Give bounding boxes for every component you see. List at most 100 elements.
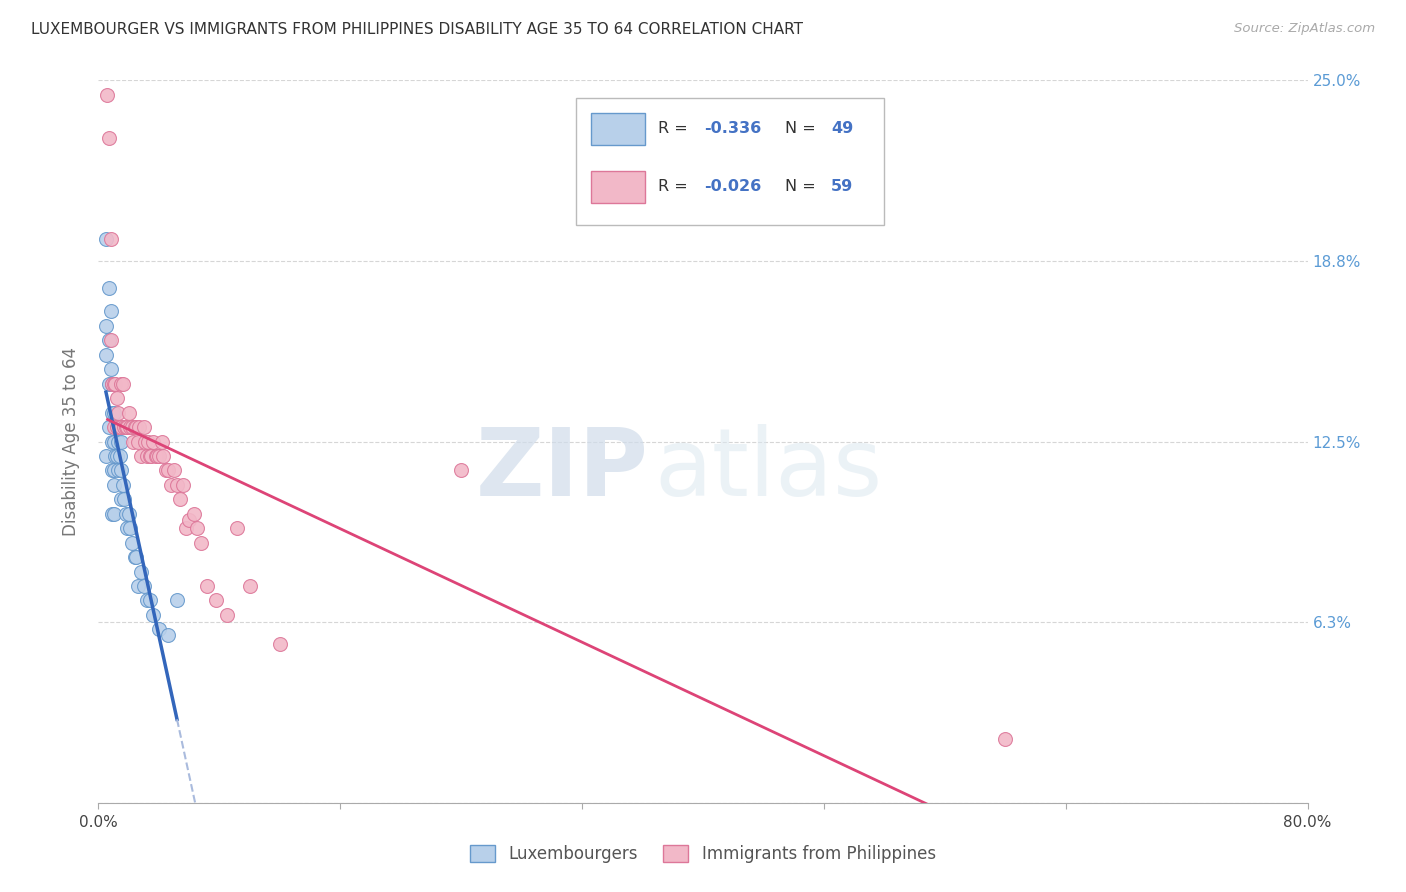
Point [183, 507, 205, 521]
Text: atlas: atlas [655, 425, 883, 516]
Point [120, 420, 142, 434]
Point [139, 593, 162, 607]
Point [101, 376, 124, 391]
Point [120, 521, 142, 535]
Point [994, 732, 1017, 747]
Point [125, 550, 148, 565]
Point [110, 420, 132, 434]
Point [128, 420, 150, 434]
Point [150, 434, 173, 449]
Point [142, 434, 165, 449]
Point [114, 507, 136, 521]
Text: 59: 59 [831, 179, 853, 194]
Point [148, 449, 170, 463]
Point [103, 507, 125, 521]
Point [142, 607, 165, 622]
Point [94, 318, 117, 333]
Y-axis label: Disability Age 35 to 64: Disability Age 35 to 64 [62, 347, 80, 536]
Point [101, 434, 124, 449]
Point [110, 492, 132, 507]
Point [135, 593, 157, 607]
Point [166, 478, 188, 492]
Point [110, 463, 132, 477]
Point [169, 492, 191, 507]
Point [103, 406, 125, 420]
Point [110, 434, 132, 449]
Point [156, 463, 179, 477]
Point [226, 521, 249, 535]
Point [125, 420, 148, 434]
Point [114, 420, 136, 434]
Point [129, 565, 152, 579]
Point [100, 304, 122, 318]
Point [118, 406, 141, 420]
Point [100, 362, 122, 376]
Point [103, 434, 125, 449]
Point [146, 449, 169, 463]
Point [215, 607, 238, 622]
Point [108, 420, 131, 434]
Point [269, 637, 291, 651]
Point [101, 507, 124, 521]
Point [155, 463, 177, 477]
Text: -0.026: -0.026 [704, 179, 762, 194]
Text: 49: 49 [831, 121, 853, 136]
Point [121, 420, 143, 434]
Point [103, 463, 125, 477]
Point [98, 131, 121, 145]
Point [101, 463, 124, 477]
Point [115, 521, 138, 535]
Point [145, 449, 167, 463]
Point [101, 376, 124, 391]
Point [156, 628, 179, 642]
Point [135, 449, 157, 463]
Point [166, 593, 188, 607]
Point [98, 281, 121, 295]
Text: R =: R = [658, 121, 693, 136]
Point [190, 535, 212, 549]
Point [205, 593, 228, 607]
Point [101, 406, 124, 420]
Point [118, 507, 141, 521]
Point [94, 348, 117, 362]
FancyBboxPatch shape [591, 112, 645, 145]
Point [127, 434, 149, 449]
Point [104, 449, 127, 463]
Point [136, 434, 159, 449]
Point [139, 449, 162, 463]
Point [124, 420, 146, 434]
Point [108, 449, 131, 463]
Point [174, 521, 197, 535]
Point [450, 463, 472, 477]
Point [107, 434, 129, 449]
Point [105, 420, 128, 434]
Point [111, 376, 134, 391]
Point [105, 449, 128, 463]
Point [132, 420, 155, 434]
Legend: Luxembourgers, Immigrants from Philippines: Luxembourgers, Immigrants from Philippin… [471, 845, 935, 863]
Point [98, 376, 121, 391]
Point [112, 492, 135, 507]
Point [152, 449, 174, 463]
Point [195, 579, 218, 593]
Point [100, 334, 122, 348]
Point [105, 420, 128, 434]
Point [148, 623, 170, 637]
Point [94, 449, 117, 463]
Point [179, 512, 201, 526]
Point [98, 334, 121, 348]
Point [127, 579, 149, 593]
Point [104, 376, 127, 391]
Point [111, 478, 134, 492]
Point [172, 478, 194, 492]
Point [132, 579, 155, 593]
Point [107, 463, 129, 477]
FancyBboxPatch shape [576, 98, 884, 225]
Point [124, 550, 146, 565]
Point [239, 579, 262, 593]
Point [134, 434, 156, 449]
Point [104, 420, 127, 434]
Text: LUXEMBOURGER VS IMMIGRANTS FROM PHILIPPINES DISABILITY AGE 35 TO 64 CORRELATION : LUXEMBOURGER VS IMMIGRANTS FROM PHILIPPI… [31, 22, 803, 37]
Point [96, 87, 118, 102]
Point [141, 449, 163, 463]
